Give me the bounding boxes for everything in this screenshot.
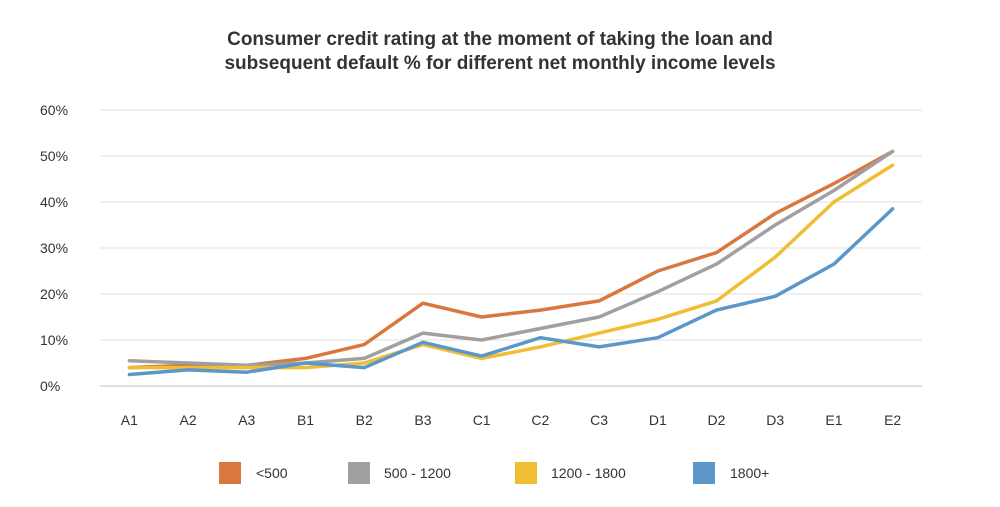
legend-label-4: 1800+	[730, 465, 769, 481]
x-tick-label: D1	[649, 412, 667, 428]
chart-title-line-1: Consumer credit rating at the moment of …	[227, 29, 773, 50]
legend-swatch-3	[515, 462, 537, 484]
legend-label-3: 1200 - 1800	[551, 465, 626, 481]
y-tick-label: 20%	[40, 286, 68, 302]
x-tick-label: D2	[708, 412, 726, 428]
y-tick-label: 10%	[40, 332, 68, 348]
chart-title: Consumer credit rating at the moment of …	[0, 28, 1000, 76]
legend-swatch-2	[348, 462, 370, 484]
x-tick-label: B2	[356, 412, 373, 428]
y-tick-label: 30%	[40, 240, 68, 256]
x-tick-label: B1	[297, 412, 314, 428]
x-tick-label: C1	[473, 412, 491, 428]
y-tick-label: 0%	[40, 378, 60, 394]
y-tick-label: 50%	[40, 148, 68, 164]
series-line-2	[127, 149, 895, 368]
x-tick-label: D3	[766, 412, 784, 428]
chart-title-line-2: subsequent default % for different net m…	[224, 53, 776, 74]
x-tick-label: B3	[414, 412, 431, 428]
x-tick-label: C2	[531, 412, 549, 428]
legend-swatch-4	[693, 462, 715, 484]
x-tick-label: A1	[121, 412, 138, 428]
x-tick-label: A3	[238, 412, 255, 428]
legend-label-1: <500	[256, 465, 288, 481]
x-tick-label: E1	[825, 412, 842, 428]
legend-label-2: 500 - 1200	[384, 465, 451, 481]
series-line-4	[127, 207, 895, 377]
x-tick-label: C3	[590, 412, 608, 428]
legend-swatch-1	[219, 462, 241, 484]
y-tick-label: 40%	[40, 194, 68, 210]
x-tick-label: E2	[884, 412, 901, 428]
x-tick-label: A2	[180, 412, 197, 428]
y-tick-label: 60%	[40, 102, 68, 118]
series-line-3	[127, 163, 895, 370]
